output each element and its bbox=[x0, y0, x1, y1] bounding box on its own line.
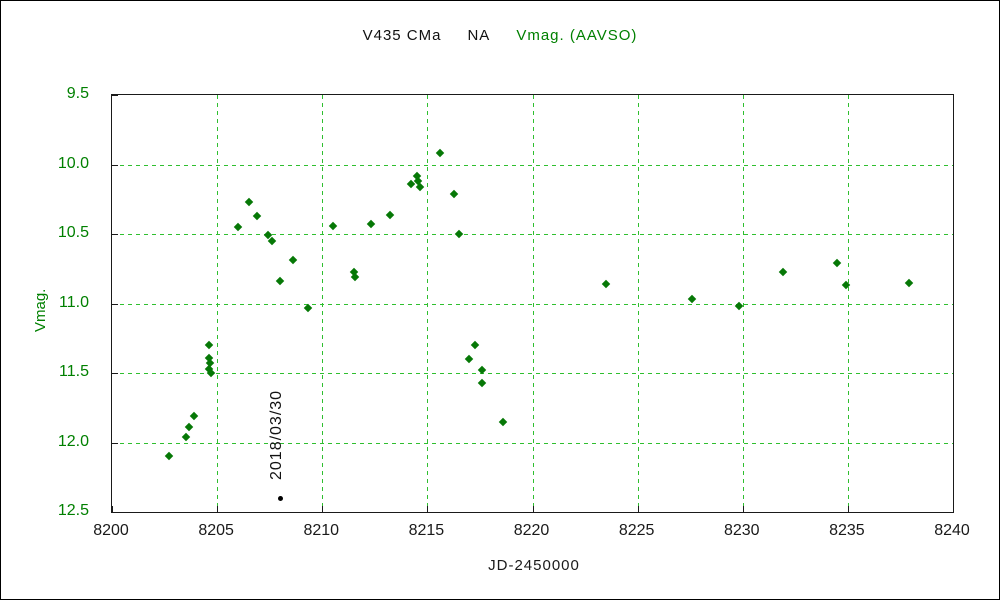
x-axis-tick bbox=[427, 506, 429, 512]
x-tick-label: 8205 bbox=[198, 522, 234, 539]
data-point bbox=[435, 149, 445, 158]
y-tick-label: 11.5 bbox=[59, 363, 89, 380]
data-point bbox=[477, 378, 487, 387]
x-tick-label: 8230 bbox=[723, 522, 760, 539]
data-point bbox=[601, 279, 611, 289]
x-tick-label: 8210 bbox=[303, 522, 340, 539]
data-point bbox=[734, 302, 743, 311]
data-point bbox=[904, 278, 914, 287]
x-tick-label: 8220 bbox=[513, 522, 550, 539]
gridline-vertical bbox=[217, 95, 219, 512]
plot-area: 2018/03/30 bbox=[111, 94, 954, 513]
x-tick-label: 8200 bbox=[93, 522, 129, 539]
gridline-vertical bbox=[532, 95, 534, 512]
y-axis-tick bbox=[112, 164, 118, 166]
x-axis-tick bbox=[112, 506, 113, 512]
gridline-vertical bbox=[637, 95, 639, 512]
data-point bbox=[252, 211, 262, 221]
data-point bbox=[385, 210, 394, 219]
annotation-point bbox=[278, 496, 284, 502]
x-axis-tick bbox=[217, 506, 219, 512]
data-point bbox=[303, 303, 312, 312]
data-point bbox=[449, 189, 458, 198]
x-axis-tick bbox=[847, 506, 849, 512]
gridline-vertical bbox=[427, 95, 429, 512]
data-point bbox=[244, 197, 253, 207]
data-point bbox=[164, 452, 174, 461]
annotation-date-label: 2018/03/30 bbox=[268, 390, 286, 481]
data-point bbox=[275, 277, 285, 286]
data-point bbox=[288, 256, 298, 265]
title-series-label: Vmag. (AAVSO) bbox=[516, 27, 638, 44]
x-axis-tick bbox=[532, 506, 534, 512]
x-tick-label: 8225 bbox=[618, 522, 655, 539]
data-point bbox=[688, 295, 697, 304]
data-point bbox=[181, 432, 190, 442]
y-axis-tick bbox=[112, 303, 118, 305]
data-point bbox=[189, 411, 199, 421]
gridline-vertical bbox=[322, 95, 324, 512]
y-tick-label: 9.5 bbox=[66, 85, 89, 102]
x-tick-label: 8215 bbox=[408, 522, 445, 539]
y-tick-label: 12.0 bbox=[57, 432, 89, 450]
gridline-vertical bbox=[742, 95, 744, 512]
y-axis-tick bbox=[112, 512, 118, 513]
x-axis-title: JD-2450000 bbox=[488, 557, 580, 574]
data-point bbox=[350, 272, 360, 282]
y-axis-tick bbox=[112, 442, 118, 444]
data-point bbox=[233, 222, 243, 232]
data-point bbox=[470, 340, 479, 350]
y-tick-label: 10.0 bbox=[57, 154, 89, 172]
data-point bbox=[204, 340, 213, 350]
x-axis-tick bbox=[322, 506, 324, 512]
y-axis-title: Vmag. bbox=[32, 288, 49, 332]
gridline-vertical bbox=[847, 95, 849, 512]
y-tick-label: 12.5 bbox=[57, 502, 89, 519]
x-tick-label: 8235 bbox=[829, 522, 865, 539]
x-axis-tick bbox=[953, 506, 954, 512]
x-axis-tick bbox=[742, 506, 744, 512]
data-point bbox=[184, 422, 193, 432]
title-band: NA bbox=[467, 27, 491, 44]
data-point bbox=[465, 354, 474, 364]
data-point bbox=[778, 267, 787, 276]
data-point bbox=[206, 368, 216, 378]
x-axis-tick bbox=[637, 506, 639, 512]
y-tick-label: 11.0 bbox=[59, 293, 89, 311]
data-point bbox=[833, 258, 842, 268]
data-point bbox=[454, 229, 464, 239]
x-tick-label: 8240 bbox=[934, 522, 970, 539]
y-axis-tick bbox=[112, 234, 118, 235]
data-point bbox=[415, 182, 425, 191]
y-tick-label: 10.5 bbox=[57, 224, 89, 241]
y-axis-tick bbox=[112, 95, 118, 96]
title-object-name: V435 CMa bbox=[362, 27, 442, 44]
y-axis-tick bbox=[112, 373, 118, 374]
data-point bbox=[498, 417, 508, 426]
chart-title: V435 CMa NA Vmag. (AAVSO) bbox=[1, 27, 999, 44]
data-point bbox=[328, 221, 337, 230]
data-point bbox=[366, 220, 375, 229]
